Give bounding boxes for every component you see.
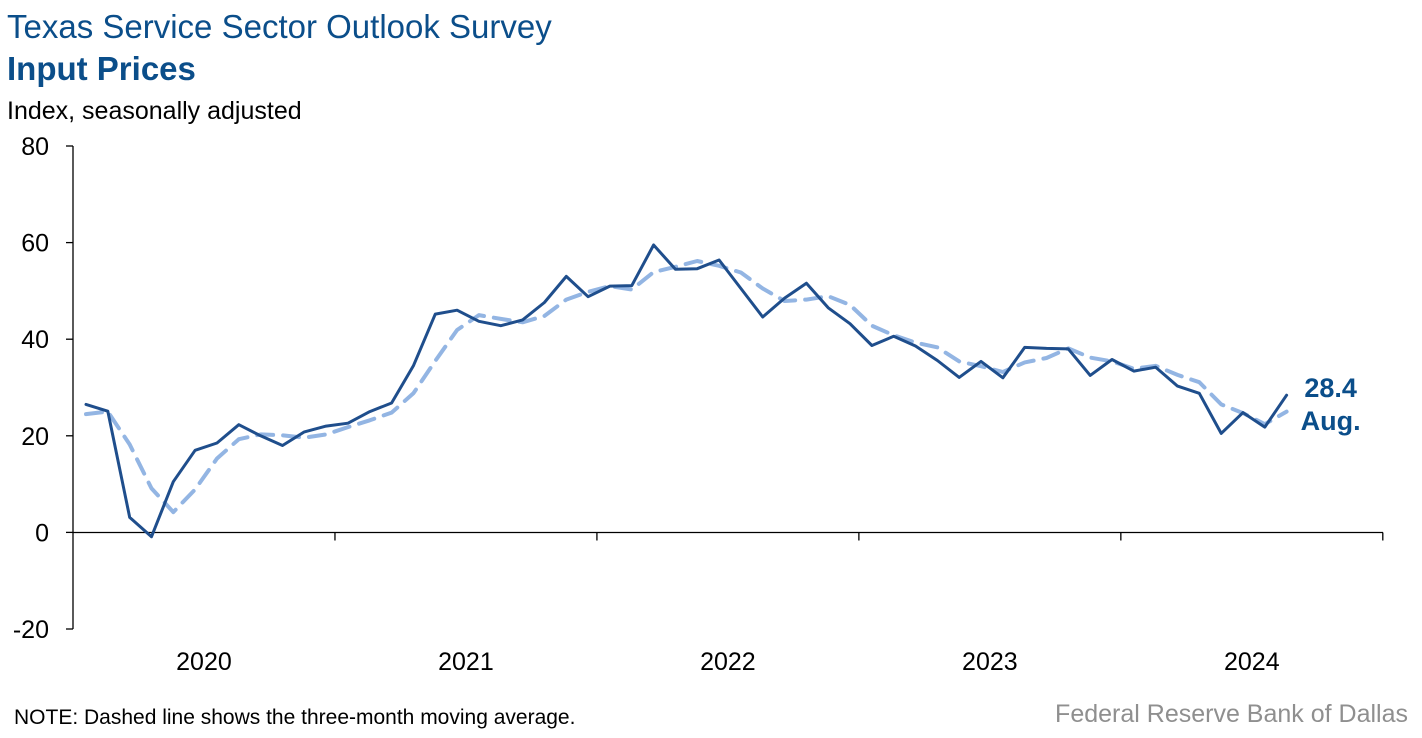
end-value-label: 28.4 xyxy=(1304,373,1357,403)
chart-title: Texas Service Sector Outlook Survey xyxy=(7,8,552,45)
x-tick-label: 2023 xyxy=(962,648,1018,676)
footnote: NOTE: Dashed line shows the three-month … xyxy=(14,706,576,729)
index-line xyxy=(84,243,1289,539)
y-axis-label: Index, seasonally adjusted xyxy=(7,97,302,125)
source-credit: Federal Reserve Bank of Dallas xyxy=(1055,700,1408,728)
x-tick-label: 2024 xyxy=(1224,648,1280,676)
y-tick-label: 20 xyxy=(21,423,49,451)
x-tick-label: 2020 xyxy=(176,648,232,676)
moving-average-line xyxy=(84,259,1289,515)
end-month-label: Aug. xyxy=(1301,406,1361,436)
y-tick-label: -20 xyxy=(13,616,49,644)
chart-subtitle: Input Prices xyxy=(7,50,196,87)
y-tick-label: 80 xyxy=(21,133,49,161)
y-tick-label: 0 xyxy=(35,519,49,547)
y-tick-label: 60 xyxy=(21,230,49,258)
y-tick-label: 40 xyxy=(21,326,49,354)
x-tick-label: 2022 xyxy=(700,648,756,676)
x-tick-label: 2021 xyxy=(438,648,494,676)
